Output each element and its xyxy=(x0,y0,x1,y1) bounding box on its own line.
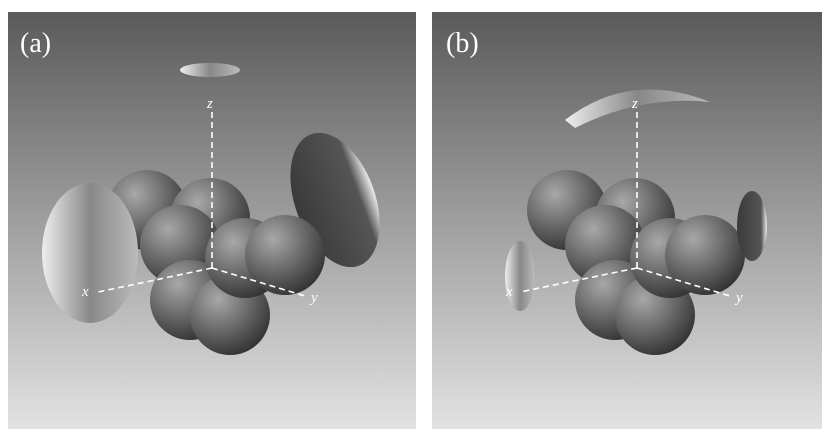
ellipsoid xyxy=(505,241,535,311)
axis-label: y xyxy=(309,290,318,306)
ellipsoid xyxy=(180,63,240,77)
ellipsoid xyxy=(42,183,138,323)
axis-label: y xyxy=(734,290,743,306)
axis-label: x xyxy=(81,284,89,300)
axis-label: z xyxy=(631,96,638,112)
ellipsoid xyxy=(737,191,767,261)
axis-label: z xyxy=(206,96,213,112)
sphere xyxy=(665,215,745,295)
panel-label: (a) xyxy=(20,28,51,59)
axis-label: x xyxy=(505,284,513,300)
figure: (a) z x y (b) z x y xyxy=(0,0,827,429)
panel-label: (b) xyxy=(446,28,479,59)
sphere xyxy=(245,215,325,295)
panel-b: (b) z x y xyxy=(432,12,822,429)
panel-a: (a) z x y xyxy=(8,12,416,429)
